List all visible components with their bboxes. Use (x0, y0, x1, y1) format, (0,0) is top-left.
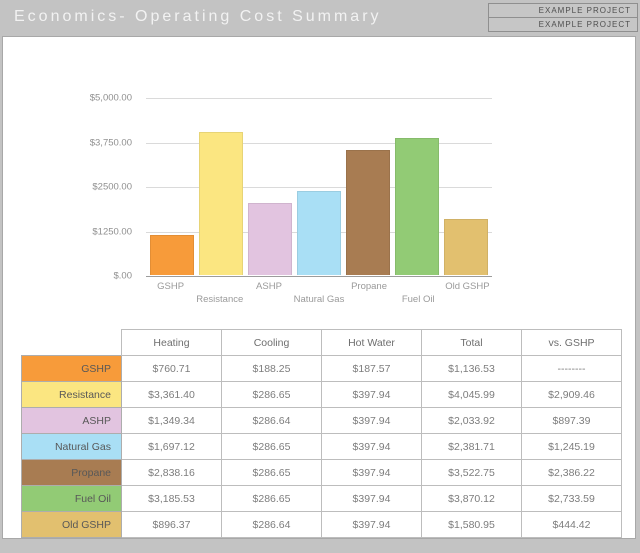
table-cell: $4,045.99 (421, 381, 522, 408)
table-cell: $2,033.92 (421, 407, 522, 434)
project-labels: EXAMPLE PROJECT EXAMPLE PROJECT (488, 3, 638, 32)
table-header: Heating Cooling Hot Water Total vs. GSHP (22, 329, 622, 356)
table-cell: $2,909.46 (521, 381, 622, 408)
row-label-cell: Old GSHP (21, 511, 122, 538)
table-cell: $397.94 (321, 485, 422, 512)
x-axis-label: Resistance (196, 294, 244, 305)
table-cell: $397.94 (321, 407, 422, 434)
row-label-cell: Fuel Oil (21, 485, 122, 512)
table-cell: $1,580.95 (421, 511, 522, 538)
bar-natural-gas (296, 190, 341, 275)
y-tick-label: $3,750.00 (89, 137, 132, 148)
report-body: $5,000.00 $3,750.00 $2500.00 $1250.00 $.00 G… (2, 36, 636, 539)
table-row: Propane $2,838.16 $286.65 $397.94 $3,522.75 $… (21, 459, 622, 486)
table-cell: $896.37 (121, 511, 222, 538)
x-axis-labels: GSHP Resistance ASHP Natural Gas Propane Fuel… (146, 281, 492, 315)
gridline (146, 98, 492, 99)
table-row: Resistance $3,361.40 $286.65 $397.94 $4,045.… (21, 381, 622, 408)
table-cell: $286.64 (221, 511, 322, 538)
table-cell: $397.94 (321, 381, 422, 408)
table-cell: $188.25 (221, 355, 322, 382)
x-axis-label: GSHP (157, 281, 185, 292)
x-axis-label: Old GSHP (445, 281, 490, 292)
y-axis-labels: $5,000.00 $3,750.00 $2500.00 $1250.00 $.00 (48, 93, 138, 282)
table-cell: $1,349.34 (121, 407, 222, 434)
table-row: ASHP $1,349.34 $286.64 $397.94 $2,033.92 $897… (21, 407, 622, 434)
table-cell: $397.94 (321, 459, 422, 486)
table-cell: $3,870.12 (421, 485, 522, 512)
column-header: Cooling (221, 329, 322, 356)
table-cell: $1,697.12 (121, 433, 222, 460)
table-cell: $2,381.71 (421, 433, 522, 460)
bar-resistance (198, 131, 243, 275)
plot-area (146, 98, 492, 277)
gridline (146, 187, 492, 188)
table-cell: $187.57 (321, 355, 422, 382)
table-row: Fuel Oil $3,185.53 $286.65 $397.94 $3,870.12… (21, 485, 622, 512)
x-axis-label: Fuel Oil (401, 294, 435, 305)
table-cell: $286.64 (221, 407, 322, 434)
x-axis-label: ASHP (256, 281, 282, 292)
table-cell: $286.65 (221, 433, 322, 460)
row-label-cell: Resistance (21, 381, 122, 408)
table-cell: -------- (521, 355, 622, 382)
bars (147, 98, 491, 275)
table-row: Natural Gas $1,697.12 $286.65 $397.94 $2,381… (21, 433, 622, 460)
table-cell: $3,522.75 (421, 459, 522, 486)
column-header: vs. GSHP (521, 329, 622, 356)
table-cell: $3,361.40 (121, 381, 222, 408)
project-name-box: EXAMPLE PROJECT (488, 3, 638, 18)
x-axis-line (146, 276, 492, 277)
table-cell: $1,136.53 (421, 355, 522, 382)
cost-table: Heating Cooling Hot Water Total vs. GSHP GSH… (21, 329, 622, 538)
bar-gshp (149, 234, 194, 275)
table-cell: $1,245.19 (521, 433, 622, 460)
table-cell: $444.42 (521, 511, 622, 538)
bar-propane (346, 150, 391, 275)
x-axis-label: Natural Gas (293, 294, 345, 305)
row-label-cell: Propane (21, 459, 122, 486)
table-row: GSHP $760.71 $188.25 $187.57 $1,136.53 ------… (21, 355, 622, 382)
table-cell: $397.94 (321, 433, 422, 460)
page-title: Economics- Operating Cost Summary (14, 8, 382, 25)
y-tick-label: $1250.00 (92, 226, 132, 237)
table-corner-cell (22, 330, 122, 356)
bar-ashp (247, 203, 292, 275)
column-header: Total (421, 329, 522, 356)
bar-old-gshp (444, 219, 489, 275)
y-tick-label: $2500.00 (92, 181, 132, 193)
table-cell: $760.71 (121, 355, 222, 382)
x-axis-label: Propane (351, 281, 387, 292)
table-cell: $3,185.53 (121, 485, 222, 512)
table-cell: $397.94 (321, 511, 422, 538)
row-label-cell: Natural Gas (21, 433, 122, 460)
table-cell: $2,838.16 (121, 459, 222, 486)
table-cell: $286.65 (221, 485, 322, 512)
row-label-cell: GSHP (21, 355, 122, 382)
gridline (146, 142, 492, 144)
table-cell: $2,386.22 (521, 459, 622, 486)
table-cell: $897.39 (521, 407, 622, 434)
table-row: Old GSHP $896.37 $286.64 $397.94 $1,580.95 $4… (21, 511, 622, 538)
column-header: Hot Water (321, 329, 422, 356)
y-tick-label: $5,000.00 (89, 92, 132, 104)
table-cell: $2,733.59 (521, 485, 622, 512)
table-cell: $286.65 (221, 381, 322, 408)
report-header: Economics- Operating Cost Summary EXAMPL… (0, 0, 640, 36)
column-header: Heating (121, 329, 222, 356)
table-header-row: Heating Cooling Hot Water Total vs. GSHP (22, 329, 622, 356)
table-body: GSHP $760.71 $188.25 $187.57 $1,136.53 ------… (21, 355, 622, 538)
bar-fuel-oil (395, 138, 440, 275)
y-tick-label: $.00 (113, 270, 133, 282)
row-label-cell: ASHP (21, 407, 122, 434)
project-name-box: EXAMPLE PROJECT (488, 17, 638, 32)
table-cell: $286.65 (221, 459, 322, 486)
